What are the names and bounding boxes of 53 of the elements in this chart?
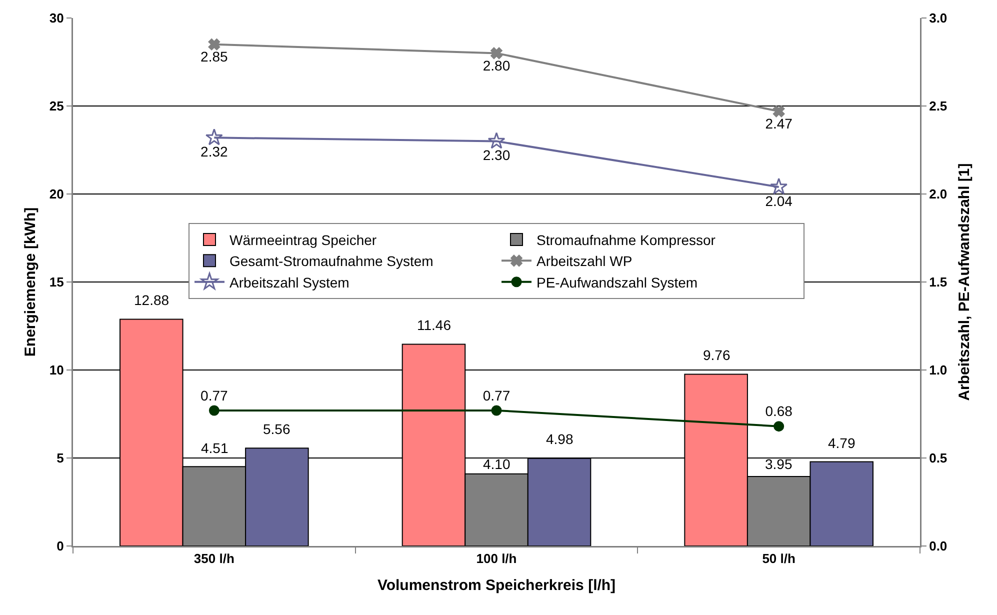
y-tick-label: 0 [56,538,64,554]
legend-label: Wärmeeintrag Speicher [230,232,377,248]
point [488,132,506,149]
point [772,105,785,118]
data-label: 12.88 [134,292,170,308]
x-tick-label: 350 l/h [194,551,234,566]
data-label: 2.04 [765,192,793,209]
y-tick-label: 10 [49,362,64,378]
data-label: 2.85 [200,48,228,65]
point [774,421,784,432]
legend-label: Arbeitszahl System [230,274,350,290]
data-label: 5.56 [263,421,290,437]
y-tick-label: 30 [49,10,64,26]
y2-tick-label: 1.5 [929,274,948,290]
legend-label: Stromaufnahme Kompressor [536,232,716,248]
point [490,47,502,60]
data-label: 4.79 [828,435,856,451]
data-label: 0.77 [482,387,510,404]
y2-axis-title: Arbeitszahl, PE-Aufwandszahl [1] [956,163,973,401]
y-tick-label: 5 [56,450,64,466]
point [205,128,223,146]
y2-tick-label: 0.5 [929,450,948,466]
y2-tick-label: 1.0 [929,362,948,378]
y-axis-title: Energiemenge [kWh] [22,207,39,357]
point [208,38,220,50]
x-tick-label: 50 l/h [762,551,796,566]
point [208,405,220,416]
legend-label: Arbeitszahl WP [536,253,632,270]
data-label: 3.95 [765,456,792,472]
data-label: 4.98 [546,431,574,447]
legend-label: PE-Aufwandszahl System [536,274,698,290]
data-label: 0.77 [200,387,228,404]
data-label: 11.46 [417,317,452,333]
data-label: 2.30 [482,147,510,164]
x-axis-title: Volumenstrom Speicherkreis [l/h] [377,576,616,594]
y2-tick-label: 2.5 [929,98,948,114]
point [491,405,502,416]
y2-tick-label: 3.0 [929,10,948,26]
y2-tick-label: 0.0 [929,538,948,554]
data-label: 4.51 [201,440,228,456]
data-label: 2.32 [200,144,228,160]
data-label: 0.68 [765,403,793,420]
data-label: 4.10 [483,456,510,472]
y-tick-label: 25 [49,98,64,114]
data-label: 9.76 [703,347,730,363]
y2-tick-label: 2.0 [929,186,948,202]
legend-label: Gesamt-Stromaufnahme System [230,253,434,270]
data-label: 2.80 [482,57,510,74]
x-tick-label: 100 l/h [476,551,517,566]
data-label: 2.47 [765,115,793,132]
y-tick-label: 20 [49,186,64,202]
point [770,178,788,195]
y-tick-label: 15 [49,274,64,290]
